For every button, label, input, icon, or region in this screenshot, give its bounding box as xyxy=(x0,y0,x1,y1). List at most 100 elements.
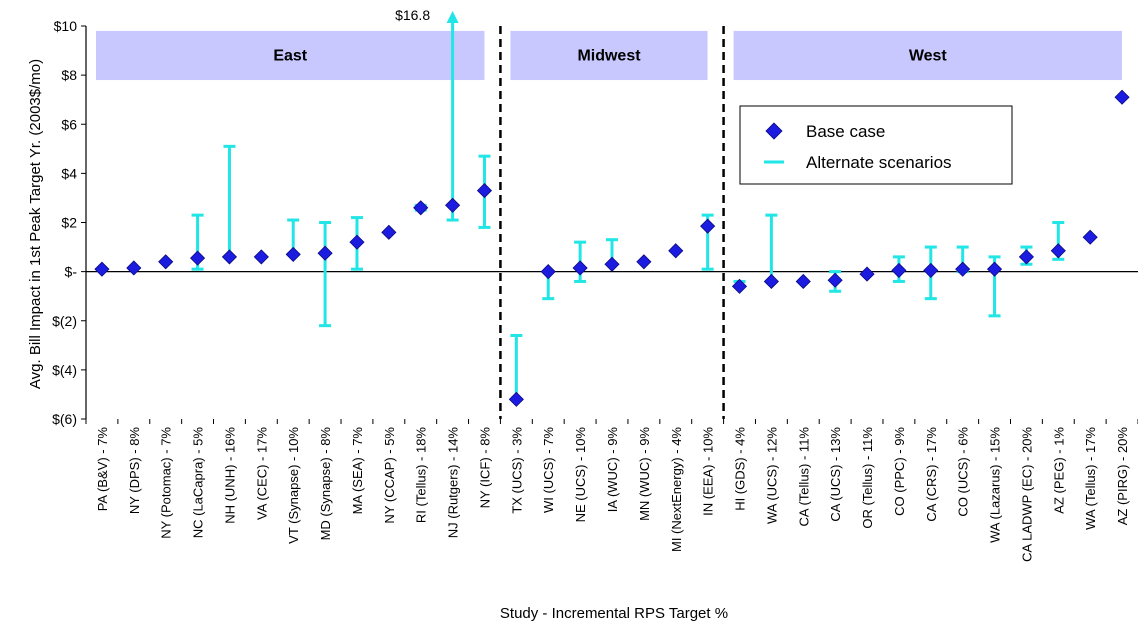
x-tick-label: MD (Synapse) - 8% xyxy=(318,427,333,541)
legend: Base case Alternate scenarios xyxy=(739,105,1013,185)
x-tick-label: CA (UCS) - 13% xyxy=(828,427,843,522)
base-case-point xyxy=(1018,249,1034,265)
base-case-point xyxy=(317,245,333,261)
x-tick-label: WA (UCS) - 12% xyxy=(764,427,779,524)
y-tick-label: $2 xyxy=(61,215,77,231)
x-tick-label: NY (DPS) - 8% xyxy=(127,427,142,515)
tick-labels: $10 $8 $6 $4 $2 $- $(2) $(4) $(6) PA (B&V) - 7% NY… xyxy=(52,7,1130,562)
x-tick-label: IA (WUC) - 9% xyxy=(605,427,620,513)
base-case-point xyxy=(955,261,971,277)
x-tick-label: CA (Tellus) - 11% xyxy=(796,427,811,527)
x-tick-label: CO (PPC) - 9% xyxy=(892,427,907,516)
y-tick-label: $(2) xyxy=(52,313,77,329)
x-tick-label: WI (UCS) - 7% xyxy=(541,427,556,513)
x-tick-label: CA (CRS) - 17% xyxy=(924,427,939,522)
base-case-point xyxy=(1050,243,1066,259)
base-case-point xyxy=(94,261,110,277)
x-tick-label: NE (UCS) - 10% xyxy=(573,427,588,523)
base-case-point xyxy=(1082,229,1098,245)
y-tick-label: $4 xyxy=(61,165,77,181)
region-label-midwest: Midwest xyxy=(577,47,641,64)
base-case-point xyxy=(859,266,875,282)
region-bands: East Midwest West xyxy=(96,30,1122,81)
x-tick-label: NY (Potomac) - 7% xyxy=(159,427,174,539)
base-case-markers xyxy=(94,89,1130,407)
base-case-point xyxy=(508,391,524,407)
x-tick-label: NH (UNH) - 16% xyxy=(222,427,237,524)
base-case-point xyxy=(445,197,461,213)
alternate-range-bar xyxy=(510,333,523,401)
base-case-point xyxy=(190,250,206,266)
alternate-range-bar xyxy=(446,11,459,222)
x-tick-label: MA (SEA) - 7% xyxy=(350,427,365,515)
y-tick-label: $10 xyxy=(54,18,78,34)
x-tick-label: VT (Synapse) - 10% xyxy=(286,427,301,544)
x-tick-label: NY (ICF) - 8% xyxy=(477,427,492,509)
region-label-west: West xyxy=(909,47,948,64)
region-band-east xyxy=(96,30,485,81)
x-tick-label: RI (Tellus) - 18% xyxy=(414,427,429,524)
x-tick-label: HI (GDS) - 4% xyxy=(733,427,748,511)
base-case-point xyxy=(731,278,748,294)
base-case-point xyxy=(253,249,269,265)
axes xyxy=(81,25,1138,424)
y-tick-label: $8 xyxy=(61,67,77,83)
base-case-point xyxy=(891,262,907,278)
x-tick-label: NJ (Rutgers) - 14% xyxy=(446,427,461,539)
off-scale-arrow xyxy=(446,11,459,23)
base-case-point xyxy=(381,224,397,240)
base-case-point xyxy=(923,262,939,278)
base-case-point xyxy=(285,246,301,262)
base-case-point xyxy=(540,264,556,280)
base-case-point xyxy=(700,218,716,234)
x-tick-label: MN (WUC) - 9% xyxy=(637,427,652,521)
alternate-range-bar xyxy=(223,144,236,259)
y-axis-title: Avg. Bill Impact in 1st Peak Target Yr. … xyxy=(27,59,44,389)
base-case-point xyxy=(158,254,174,270)
base-case-point xyxy=(349,234,365,250)
base-case-point xyxy=(1114,89,1130,105)
base-case-point xyxy=(572,260,588,276)
x-tick-label: TX (UCS) - 3% xyxy=(509,427,524,514)
base-case-point xyxy=(476,183,493,199)
x-tick-label: NY (CCAP) - 5% xyxy=(382,427,397,524)
x-tick-label: OR (Tellus) - 11% xyxy=(860,427,875,529)
base-case-point xyxy=(827,272,843,288)
x-tick-label: WA (Tellus) - 17% xyxy=(1083,427,1098,530)
off-scale-value-label: $16.8 xyxy=(395,7,430,23)
region-label-east: East xyxy=(273,47,307,64)
x-tick-label: CO (UCS) - 6% xyxy=(956,427,971,517)
alternate-range-bar xyxy=(319,221,332,328)
legend-box xyxy=(739,105,1013,185)
base-case-point xyxy=(763,273,779,290)
x-tick-label: PA (B&V) - 7% xyxy=(95,427,110,512)
base-case-point xyxy=(221,249,238,265)
base-case-point xyxy=(636,254,652,270)
y-tick-label: $6 xyxy=(61,116,77,132)
region-dividers xyxy=(499,26,725,419)
base-case-point xyxy=(986,261,1003,277)
x-tick-label: VA (CEC) - 17% xyxy=(254,427,269,520)
x-axis-title: Study - Incremental RPS Target % xyxy=(500,605,728,622)
legend-base-label: Base case xyxy=(806,122,885,141)
x-tick-label: AZ (PEG) - 1% xyxy=(1051,427,1066,514)
base-case-point xyxy=(126,260,142,276)
base-case-point xyxy=(668,243,684,259)
legend-alternate-label: Alternate scenarios xyxy=(806,153,952,172)
legend-base-marker xyxy=(765,122,783,140)
y-tick-label: $(4) xyxy=(52,362,77,378)
y-tick-label: $- xyxy=(65,264,78,280)
x-tick-label: AZ (PIRG) - 20% xyxy=(1115,427,1130,526)
x-tick-label: CA LADWP (EC) - 20% xyxy=(1019,427,1034,562)
y-tick-label: $(6) xyxy=(52,411,77,427)
x-tick-label: MI (NextEnergy) - 4% xyxy=(669,427,684,552)
x-tick-label: WA (Lazarus) - 15% xyxy=(988,427,1003,543)
x-tick-label: IN (EEA) - 10% xyxy=(701,427,716,516)
region-band-west xyxy=(733,30,1122,81)
base-case-point xyxy=(604,256,620,272)
base-case-point xyxy=(413,200,429,216)
region-band-midwest xyxy=(510,30,708,81)
x-tick-label: NC (LaCapra) - 5% xyxy=(191,427,206,539)
base-case-point xyxy=(795,273,811,290)
